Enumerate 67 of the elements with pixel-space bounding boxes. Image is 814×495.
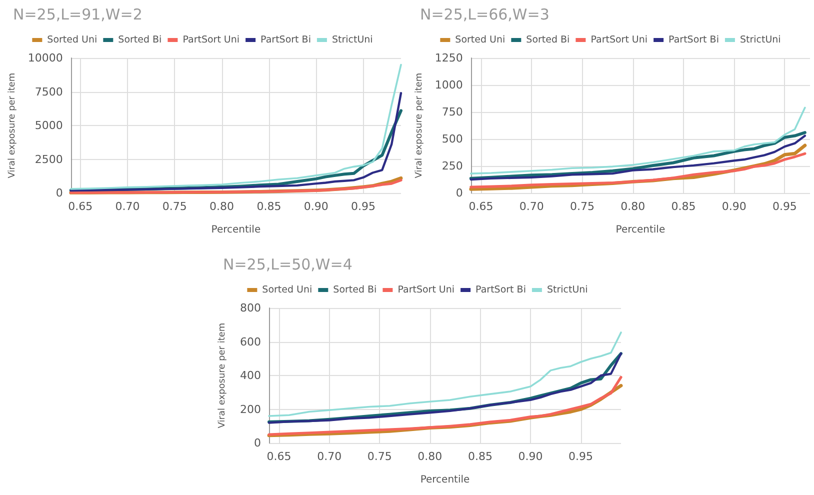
x-tick-label: 0.95 [351, 200, 376, 213]
legend-label: PartSort Uni [398, 284, 455, 296]
x-tick-label: 0.95 [772, 200, 797, 213]
legend-label: StrictUni [332, 34, 373, 46]
y-tick-label: 0 [254, 436, 261, 450]
y-tick-label: 250 [442, 160, 463, 172]
line-series [470, 152, 806, 188]
y-tick-label: 7500 [34, 85, 63, 98]
x-tick-label: 0.70 [519, 200, 544, 213]
x-axis-title: Percentile [420, 474, 470, 486]
y-tick-label: 200 [240, 402, 261, 416]
y-tick-label: 1000 [434, 78, 463, 92]
line-series [70, 92, 402, 192]
y-tick-label: 500 [442, 132, 463, 146]
line-series [470, 106, 806, 174]
x-axis-title: Percentile [616, 224, 666, 236]
y-tick-label: 2500 [34, 152, 63, 166]
x-tick-label: 0.90 [722, 200, 746, 213]
y-axis-title: Viral exposure per item [8, 72, 18, 178]
legend-label: PartSort Bi [476, 284, 526, 296]
legend-label: PartSort Bi [260, 34, 311, 46]
y-axis-title: Viral exposure per item [218, 322, 228, 428]
x-tick-label: 0.85 [468, 450, 492, 463]
x-tick-label: 0.90 [304, 200, 328, 213]
legend-label: Sorted Uni [455, 34, 506, 46]
y-tick-label: 400 [240, 369, 261, 382]
line-series [70, 64, 402, 190]
legend-label: Sorted Bi [526, 34, 570, 46]
y-tick-label: 600 [240, 335, 261, 348]
legend-label: PartSort Uni [590, 34, 648, 46]
x-tick-label: 0.70 [317, 450, 342, 463]
x-axis-title: Percentile [211, 224, 261, 236]
chart-title: N=25,L=50,W=4 [223, 256, 352, 274]
x-tick-label: 0.80 [418, 450, 442, 463]
x-tick-label: 0.80 [210, 200, 234, 213]
x-tick-label: 0.90 [518, 450, 543, 463]
chart-title: N=25,L=91,W=2 [13, 6, 142, 24]
legend-label: Sorted Uni [262, 284, 312, 296]
x-tick-label: 0.70 [115, 200, 140, 213]
x-tick-label: 0.85 [671, 200, 696, 213]
y-tick-label: 0 [456, 186, 463, 200]
x-tick-label: 0.80 [620, 200, 646, 213]
x-tick-label: 0.65 [68, 200, 93, 213]
legend-label: PartSort Uni [182, 34, 240, 46]
legend-label: StrictUni [546, 284, 588, 296]
y-tick-label: 1250 [434, 52, 463, 64]
legend-label: Sorted Uni [47, 34, 98, 46]
x-tick-label: 0.75 [570, 200, 594, 213]
legend-label: Sorted Bi [333, 284, 377, 296]
x-tick-label: 0.65 [468, 200, 494, 213]
y-tick-label: 0 [56, 186, 63, 200]
y-tick-label: 750 [442, 106, 463, 118]
x-tick-label: 0.85 [256, 200, 282, 213]
y-axis-title: Viral exposure per item [414, 72, 424, 178]
y-tick-label: 5000 [34, 119, 63, 132]
chart-title: N=25,L=66,W=3 [420, 6, 550, 24]
legend-label: Sorted Bi [118, 34, 162, 46]
x-tick-label: 0.65 [266, 450, 292, 463]
legend-label: PartSort Bi [668, 34, 719, 46]
x-tick-label: 0.75 [367, 450, 392, 463]
x-tick-label: 0.95 [568, 450, 594, 463]
x-tick-label: 0.75 [162, 200, 187, 213]
y-tick-label: 800 [240, 302, 261, 314]
y-tick-label: 10000 [28, 52, 63, 64]
line-series [268, 332, 622, 417]
line-series [268, 376, 622, 436]
legend-label: StrictUni [740, 34, 781, 46]
